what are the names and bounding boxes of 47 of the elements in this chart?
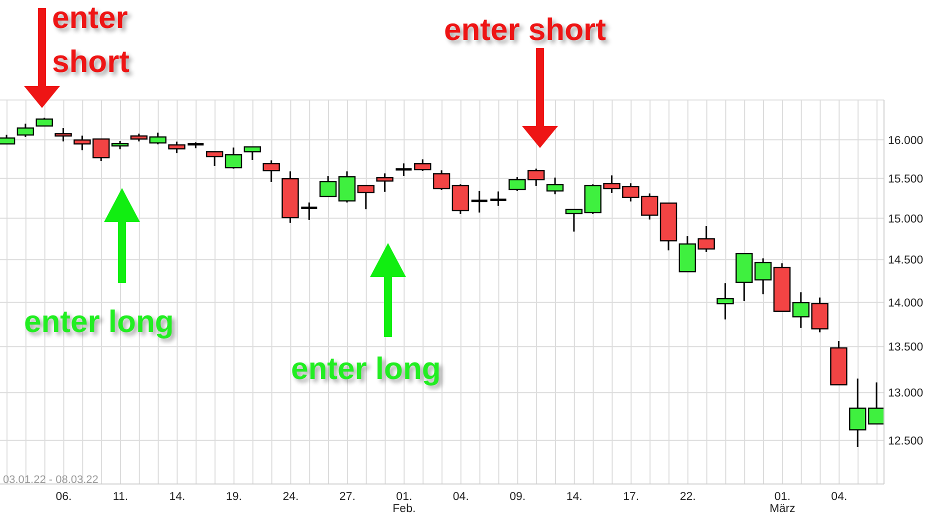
candlestick: [206, 150, 224, 167]
text: enter short: [52, 0, 130, 81]
candlestick: [868, 382, 884, 425]
candlestick: [546, 176, 564, 195]
annotation: 03.01.22 - 08.03.22: [3, 473, 100, 487]
x-tick-label: 09.: [510, 491, 526, 503]
y-tick-label: 14.000: [888, 297, 924, 310]
candlestick: [849, 378, 866, 448]
candlestick: [490, 190, 506, 207]
candlestick: [357, 184, 374, 210]
candlestick: [396, 162, 412, 177]
candlestick: [432, 170, 450, 191]
x-tick-label: 14.: [169, 491, 186, 503]
candlestick: [414, 158, 432, 172]
candlestick: [376, 172, 394, 193]
x-tick-label: 01. März: [770, 491, 796, 515]
candlestick: [301, 202, 318, 221]
annotation: enter long: [24, 303, 175, 341]
x-tick-label: 27.: [339, 491, 356, 503]
x-tick-label: 06.: [56, 491, 72, 503]
candlestick: [262, 160, 280, 183]
candlestick: [244, 146, 262, 161]
text: enter short: [444, 11, 607, 49]
candlestick: [54, 127, 72, 142]
annotation: enter long: [291, 350, 442, 388]
x-tick-label: 19.: [226, 491, 242, 503]
y-tick-label: 12.500: [888, 435, 924, 448]
candlestick: [319, 175, 337, 198]
candlestick: [471, 190, 488, 214]
x-tick-label: 17.: [623, 491, 640, 503]
x-tick-label: 11.: [112, 491, 128, 503]
y-tick-label: 15.000: [888, 213, 924, 226]
candlestick: [16, 122, 34, 138]
x-tick-label: 24.: [282, 491, 299, 503]
y-tick-label: 16.000: [888, 134, 924, 147]
y-tick-label: 13.000: [888, 388, 924, 400]
y-tick-label: 13.500: [888, 342, 924, 354]
x-tick-label: 04.: [831, 491, 848, 503]
y-tick-label: 14.500: [888, 254, 924, 267]
candlestick: [716, 282, 734, 320]
x-tick-label: 14.: [566, 491, 582, 503]
x-tick-label: 04.: [452, 491, 469, 503]
candlestick: [224, 146, 242, 170]
x-tick-label: 22.: [680, 491, 696, 503]
x-tick-label: 01. Feb.: [392, 491, 416, 515]
candlestick: [168, 140, 186, 154]
y-tick-label: 15.500: [888, 173, 924, 186]
